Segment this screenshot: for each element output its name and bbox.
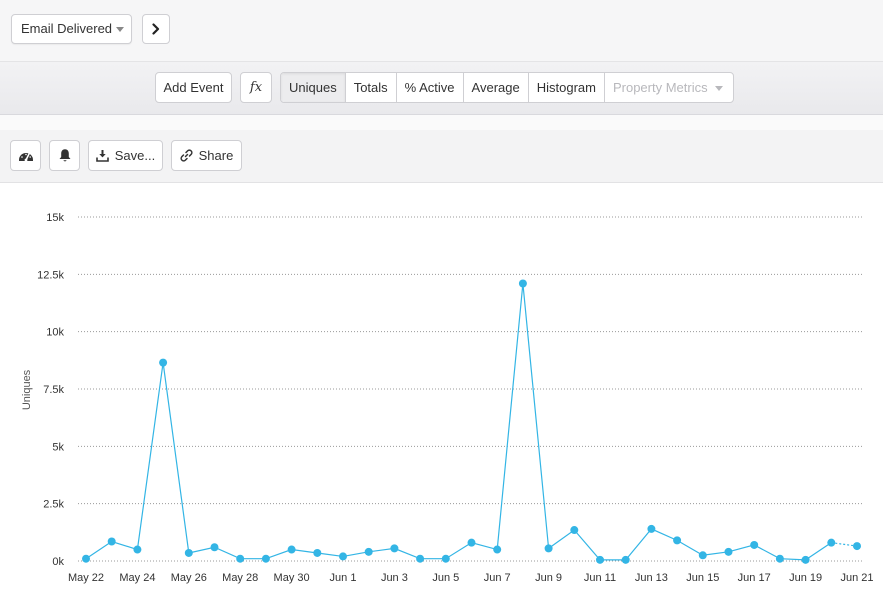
x-tick-label: May 26: [171, 572, 207, 584]
tab-average-label: Average: [471, 80, 520, 95]
tab-totals-label: Totals: [353, 80, 388, 95]
formula-label: fx: [249, 80, 263, 95]
data-point[interactable]: [133, 545, 142, 554]
x-tick-label: Jun 1: [330, 572, 357, 584]
tab-property-metrics[interactable]: Property Metrics: [605, 73, 733, 102]
tab-average[interactable]: Average: [464, 73, 529, 102]
y-axis-ticks: 0k 2.5k 5k 7.5k 10k 12.5k 15k: [37, 212, 64, 568]
y-tick-label: 15k: [46, 212, 64, 224]
save-button[interactable]: Save...: [88, 140, 163, 171]
data-point[interactable]: [159, 358, 168, 367]
data-point[interactable]: [287, 545, 296, 554]
data-point[interactable]: [261, 554, 270, 563]
chart-toolbar: Save... Share: [0, 130, 883, 183]
x-tick-label: Jun 5: [432, 572, 459, 584]
data-point[interactable]: [210, 543, 219, 552]
data-point[interactable]: [82, 554, 90, 563]
series-line: [85, 283, 832, 561]
save-label: Save...: [114, 148, 156, 163]
x-axis-ticks: May 22 May 24 May 26 May 28 May 30 Jun 1 Jun 3…: [68, 572, 874, 584]
bell-icon: [59, 149, 70, 162]
data-point[interactable]: [621, 555, 630, 564]
data-point[interactable]: [698, 551, 707, 560]
tab-histogram[interactable]: Histogram: [529, 73, 605, 102]
dashboard-button[interactable]: [10, 140, 41, 171]
share-button[interactable]: Share: [171, 140, 242, 171]
chevron-right-icon: [152, 23, 160, 35]
data-point[interactable]: [801, 555, 810, 564]
data-point[interactable]: [544, 544, 553, 553]
metric-tabs: Uniques Totals % Active Average Histogra…: [280, 72, 734, 103]
chart-grid: [78, 216, 862, 562]
x-tick-label: Jun 3: [381, 572, 408, 584]
add-event-label: Add Event: [163, 80, 224, 95]
data-point[interactable]: [416, 554, 425, 563]
data-point[interactable]: [775, 554, 784, 563]
x-tick-label: Jun 15: [686, 572, 719, 584]
data-point[interactable]: [184, 548, 193, 557]
tab-uniques[interactable]: Uniques: [281, 73, 346, 102]
share-label: Share: [198, 148, 234, 163]
event-select[interactable]: Email Delivered: [11, 14, 132, 44]
chevron-down-icon: [714, 86, 723, 92]
chevron-down-icon: [116, 27, 124, 32]
x-tick-label: May 22: [68, 572, 104, 584]
x-tick-label: Jun 21: [840, 572, 873, 584]
data-point[interactable]: [441, 554, 450, 563]
data-point[interactable]: [236, 554, 245, 563]
x-tick-label: Jun 11: [584, 572, 616, 584]
data-point[interactable]: [467, 538, 476, 547]
tab-percent-active-label: % Active: [404, 80, 455, 95]
next-button[interactable]: [142, 14, 170, 44]
y-tick-label: 0k: [52, 556, 64, 568]
data-point[interactable]: [673, 536, 682, 545]
y-tick-label: 12.5k: [37, 269, 64, 281]
separator: [0, 115, 883, 130]
dashboard-icon: [18, 152, 33, 161]
chart-series: [82, 279, 861, 564]
data-point[interactable]: [570, 526, 579, 535]
x-tick-label: May 24: [119, 572, 155, 584]
data-point[interactable]: [493, 545, 502, 554]
tab-totals[interactable]: Totals: [346, 73, 397, 102]
data-point[interactable]: [596, 555, 604, 564]
alert-button[interactable]: [49, 140, 80, 171]
header-bar: Email Delivered: [0, 0, 883, 62]
data-point[interactable]: [313, 548, 322, 557]
add-event-button[interactable]: Add Event: [155, 72, 232, 103]
tab-property-metrics-label: Property Metrics: [612, 80, 708, 95]
tab-percent-active[interactable]: % Active: [397, 73, 464, 102]
y-tick-label: 2.5k: [43, 499, 64, 511]
link-icon: [180, 149, 193, 162]
data-point[interactable]: [390, 544, 399, 553]
x-tick-label: Jun 17: [738, 572, 771, 584]
data-point[interactable]: [339, 552, 347, 561]
download-icon: [95, 150, 109, 162]
y-tick-label: 10k: [46, 327, 64, 339]
formula-button[interactable]: fx: [240, 72, 272, 103]
y-tick-label: 7.5k: [43, 384, 64, 396]
data-point[interactable]: [724, 547, 733, 556]
series-line-partial: [831, 542, 858, 547]
data-point[interactable]: [750, 540, 759, 549]
x-tick-label: May 28: [222, 572, 258, 584]
x-tick-label: Jun 19: [789, 572, 822, 584]
data-point[interactable]: [518, 279, 527, 288]
tab-histogram-label: Histogram: [536, 80, 596, 95]
x-tick-label: Jun 9: [535, 572, 562, 584]
data-point[interactable]: [364, 547, 373, 556]
x-tick-label: May 30: [274, 572, 310, 584]
tab-uniques-label: Uniques: [289, 80, 337, 95]
data-point[interactable]: [647, 524, 656, 533]
x-tick-label: Jun 13: [635, 572, 668, 584]
data-point[interactable]: [827, 538, 836, 547]
event-select-label: Email Delivered: [21, 21, 113, 36]
x-tick-label: Jun 7: [484, 572, 511, 584]
y-axis-label: Uniques: [21, 369, 33, 410]
data-point[interactable]: [107, 537, 116, 546]
metric-bar: Add Event fx: [0, 62, 883, 115]
y-tick-label: 5k: [52, 441, 64, 453]
data-point[interactable]: [853, 542, 861, 551]
